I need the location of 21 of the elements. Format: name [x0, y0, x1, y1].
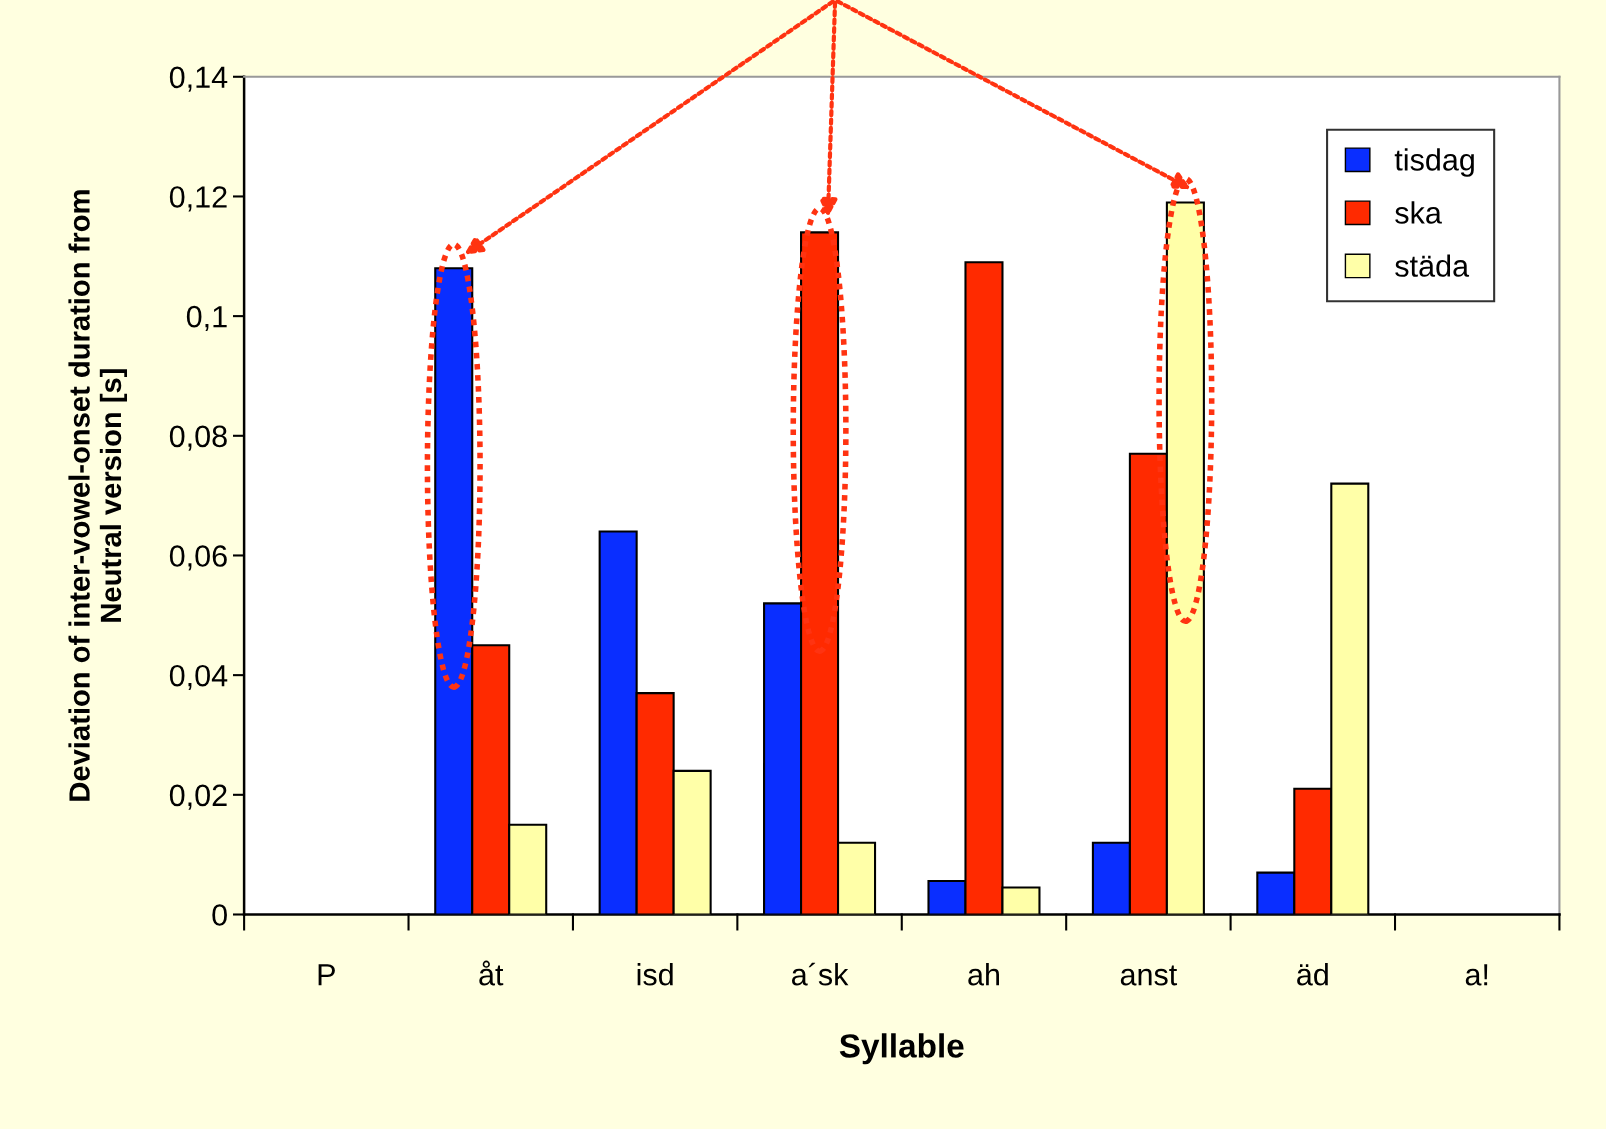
- y-tick-label: 0,02: [169, 784, 227, 810]
- legend-label: tisdag: [1394, 148, 1474, 177]
- y-tick-label: 0,12: [169, 186, 227, 212]
- x-tick-label: a!: [1465, 964, 1488, 986]
- x-tick-label: åt: [479, 960, 504, 986]
- x-tick-label: a´sk: [792, 962, 849, 986]
- legend-label: städa: [1395, 254, 1470, 277]
- y-tick-label: 0,06: [169, 545, 227, 571]
- x-tick-label: ah: [968, 963, 999, 986]
- legend-label: ska: [1395, 201, 1442, 224]
- y-tick-label: 0: [212, 904, 227, 926]
- x-tick-label: P: [318, 964, 335, 986]
- y-tick-label: 0,14: [169, 66, 228, 92]
- y-tick-label: 0,1: [186, 305, 227, 332]
- y-tick-label: 0,08: [169, 425, 227, 451]
- y-axis-title: Deviation of inter-vowel-onset duration from Neutral version [s]: [68, 190, 128, 801]
- x-tick-label: äd: [1297, 963, 1328, 986]
- x-axis-title: Syllable: [839, 1033, 964, 1065]
- x-tick-label: isd: [637, 963, 673, 986]
- y-tick-label: 0,04: [169, 664, 228, 691]
- x-tick-label: anst: [1120, 965, 1178, 986]
